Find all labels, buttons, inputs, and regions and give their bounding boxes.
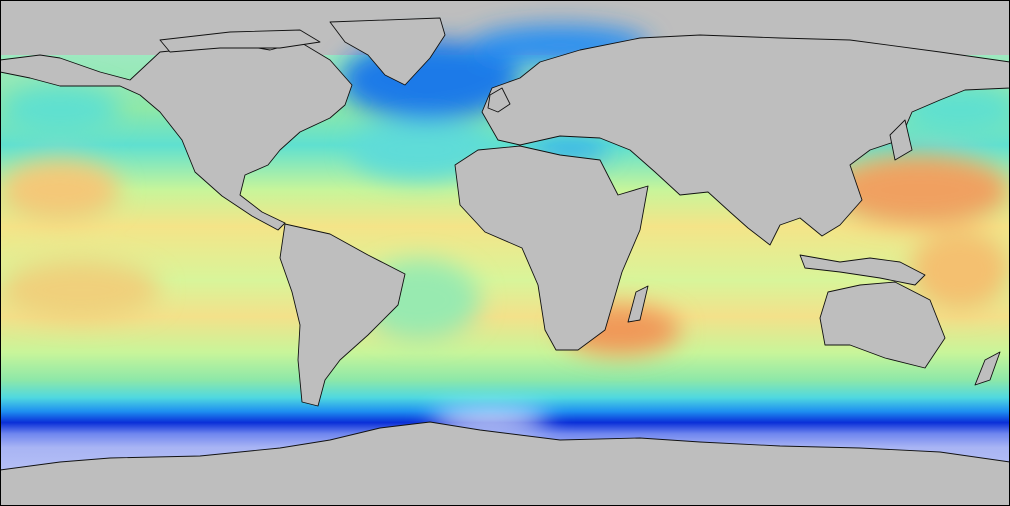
british-isles bbox=[487, 87, 511, 113]
antarctica bbox=[0, 421, 1010, 506]
temperature-patches bbox=[0, 25, 1010, 430]
arctic-islands bbox=[159, 29, 321, 53]
new-zealand bbox=[974, 351, 1001, 386]
madagascar bbox=[627, 285, 649, 323]
eurasia bbox=[481, 34, 1010, 246]
indonesia bbox=[799, 254, 926, 286]
africa bbox=[454, 145, 649, 351]
japan bbox=[889, 119, 913, 161]
australia bbox=[819, 281, 946, 369]
land bbox=[0, 17, 1010, 506]
south-america bbox=[279, 223, 406, 407]
greenland bbox=[329, 17, 446, 86]
